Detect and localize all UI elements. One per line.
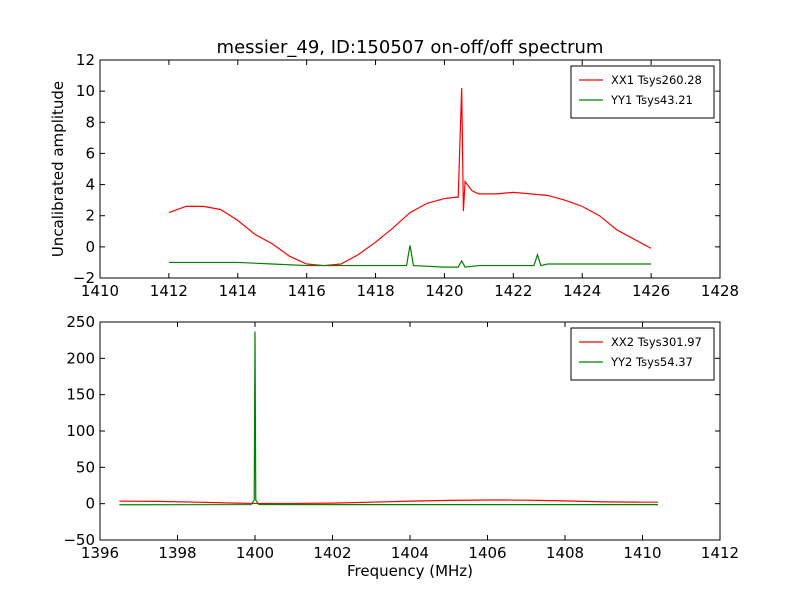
series-line-1 [168,88,652,267]
x-tick-label: 1420 [425,282,463,300]
y-tick-label: 50 [76,458,95,476]
series-line-2 [119,331,658,506]
x-tick-label: 1414 [219,282,257,300]
legend: XX2 Tsys301.97 YY2 Tsys54.37 [570,327,715,381]
y-tick-label: −50 [63,531,95,549]
y-tick-label: 10 [76,82,95,100]
x-tick-label: 1424 [563,282,601,300]
y-tick-label: 0 [85,495,95,513]
y-tick-label: 8 [85,113,95,131]
y-tick-label: 4 [85,176,95,194]
y-tick-label: 150 [66,386,95,404]
x-tick-label: 1396 [81,544,119,562]
x-axis-label: Frequency (MHz) [347,562,473,580]
series-line-1 [119,499,658,505]
y-tick-label: 250 [66,313,95,331]
y-tick-label: 0 [85,238,95,256]
x-tick-label: 1410 [623,544,661,562]
x-tick-label: 1410 [81,282,119,300]
x-tick-label: 1412 [150,282,188,300]
series-lines [168,88,652,268]
y-axis-label: Uncalibrated amplitude [49,81,67,257]
x-tick-label: 1408 [546,544,584,562]
bottom-plot-area: 1396 1398 1400 1402 1404 1406 1408 1410 1412 −50 0… [63,313,739,562]
x-tick-label: 1400 [236,544,274,562]
x-tick-label: 1412 [701,544,739,562]
y-tick-label: 2 [85,207,95,225]
x-tick-label: 1406 [468,544,506,562]
y-tick-label: 100 [66,422,95,440]
y-tick-label: −2 [73,269,95,287]
x-tick-label: 1426 [632,282,670,300]
x-tick-label: 1416 [288,282,326,300]
legend-entry: XX2 Tsys301.97 [611,335,702,349]
top-chart: messier_49, ID:150507 on-off/off spectru… [49,37,739,300]
legend-entry: XX1 Tsys260.28 [611,73,702,87]
series-line-2 [168,245,652,268]
legend-entry: YY2 Tsys54.37 [610,355,693,369]
x-tick-label: 1422 [494,282,532,300]
x-tick-label: 1428 [701,282,739,300]
legend-entry: YY1 Tsys43.21 [610,93,693,107]
x-tick-label: 1398 [158,544,196,562]
top-plot-area: 1410 1412 1414 1416 1418 1420 1422 1424 1426 1428… [73,51,739,300]
legend-box [570,327,715,381]
y-tick-label: 12 [76,51,95,69]
chart-title: messier_49, ID:150507 on-off/off spectru… [217,37,604,58]
y-tick-label: 6 [85,144,95,162]
x-tick-label: 1418 [356,282,394,300]
bottom-chart: Frequency (MHz) 1396 1398 1400 1402 1404 1406… [63,313,739,580]
series-lines [119,331,658,506]
axes-frame [99,59,721,279]
x-tick-label: 1404 [391,544,429,562]
legend-box [570,65,715,119]
legend: XX1 Tsys260.28 YY1 Tsys43.21 [570,65,715,119]
x-tick-label: 1402 [313,544,351,562]
y-tick-label: 200 [66,349,95,367]
